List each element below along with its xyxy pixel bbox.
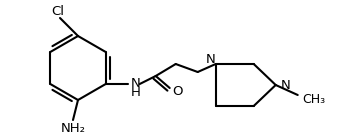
Text: N: N [281, 79, 290, 91]
Text: NH₂: NH₂ [61, 121, 86, 135]
Text: N: N [131, 76, 140, 90]
Text: O: O [172, 85, 183, 97]
Text: Cl: Cl [52, 4, 65, 18]
Text: N: N [206, 53, 216, 65]
Text: CH₃: CH₃ [303, 92, 326, 106]
Text: H: H [131, 85, 140, 99]
